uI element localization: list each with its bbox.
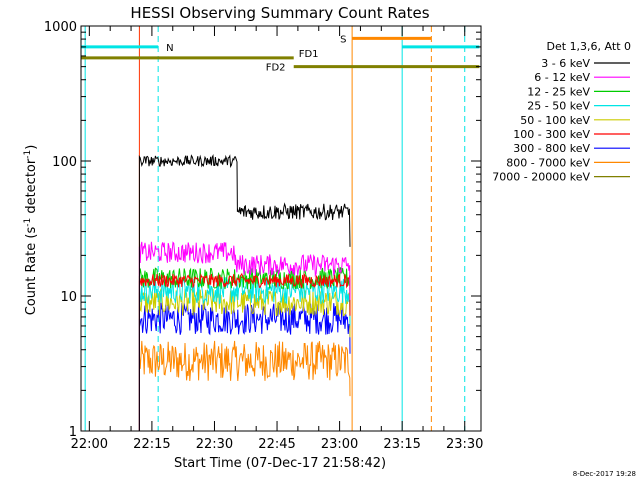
y-tick-label: 1	[69, 425, 77, 440]
x-tick-label: 23:00	[321, 437, 358, 452]
night-label: N	[166, 43, 173, 54]
x-tick-label: 23:15	[383, 437, 420, 452]
legend-label: 300 - 800 keV	[513, 142, 590, 155]
series-3-6-kev	[138, 153, 351, 431]
x-tick-label: 22:15	[133, 437, 170, 452]
series-6-12-kev	[138, 241, 351, 431]
axis-layer: 22:00 22:15 22:30 22:45 23:00 23:15 23:30 1 10 10…	[44, 20, 484, 452]
series-layer	[138, 153, 351, 431]
series-50-100-kev	[138, 288, 351, 431]
fd2-label: FD2	[266, 63, 286, 74]
saa-label: S	[340, 34, 346, 45]
legend-label: 50 - 100 keV	[520, 114, 590, 127]
x-tick-label: 22:30	[196, 437, 233, 452]
series-25-50-kev	[138, 276, 351, 431]
legend-label: 12 - 25 keV	[527, 85, 590, 98]
series-100-300-kev	[138, 272, 351, 431]
chart-title: HESSI Observing Summary Count Rates	[130, 4, 429, 22]
y-tick-label: 100	[52, 155, 77, 170]
legend-label: 800 - 7000 keV	[506, 156, 590, 169]
legend-label: 6 - 12 keV	[534, 71, 590, 84]
x-tick-label: 23:30	[446, 437, 483, 452]
legend-label: 100 - 300 keV	[513, 128, 590, 141]
x-tick-label: 22:45	[258, 437, 295, 452]
y-axis-label-sup1: -1	[23, 218, 33, 227]
x-axis-label: Start Time (07-Dec-17 21:58:42)	[174, 456, 386, 471]
y-axis-label-sup2: -1	[23, 150, 33, 159]
y-tick-label: 10	[60, 290, 77, 305]
legend-label: 7000 - 20000 keV	[492, 171, 590, 184]
y-axis-label: Count Rate (s-1 detector-1)	[23, 145, 39, 316]
legend-title: Det 1,3,6, Att 0	[547, 40, 631, 53]
series-300-800-kev	[138, 302, 351, 431]
y-axis-label-main: Count Rate (s	[24, 227, 39, 316]
y-axis-label-end: )	[24, 145, 39, 150]
timestamp: 8-Dec-2017 19:28	[573, 470, 636, 478]
legend-label: 3 - 6 keV	[541, 57, 590, 70]
annotation-layer: N S FD1 FD2	[81, 26, 480, 431]
y-axis-label-mid: detector	[24, 158, 39, 218]
y-tick-label: 1000	[44, 20, 77, 35]
fd1-label: FD1	[299, 49, 319, 60]
x-tick-label: 22:00	[71, 437, 108, 452]
plot-frame	[80, 25, 482, 432]
legend-label: 25 - 50 keV	[527, 100, 590, 113]
series-800-7000-kev	[138, 340, 351, 431]
